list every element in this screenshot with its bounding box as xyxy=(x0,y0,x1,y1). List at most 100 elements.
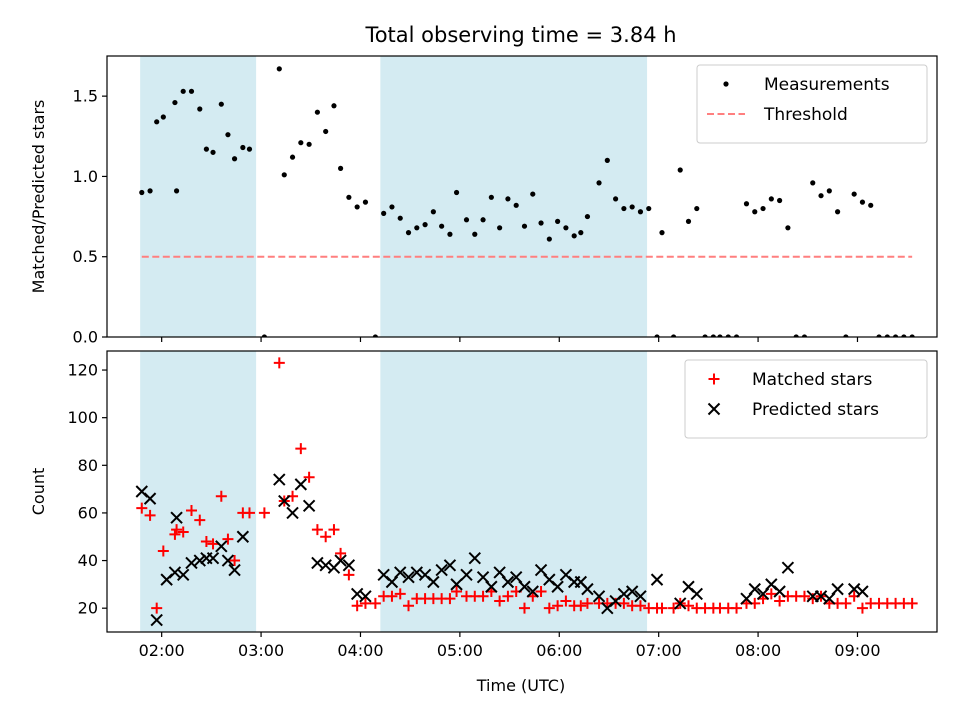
y-tick-label: 60 xyxy=(78,503,98,522)
predicted-star-point xyxy=(228,563,241,577)
measurement-point xyxy=(596,180,602,186)
legend-label: Threshold xyxy=(763,105,848,125)
predicted-star-point xyxy=(501,575,515,589)
predicted-star-point xyxy=(634,590,647,603)
measurement-point xyxy=(818,193,824,199)
predicted-star-point xyxy=(273,473,286,486)
predicted-star-point xyxy=(485,580,498,593)
legend-box xyxy=(684,359,928,439)
matched-star-point xyxy=(200,536,212,548)
matched-star-point xyxy=(502,590,514,602)
measurement-point xyxy=(314,109,320,115)
predicted-star-point xyxy=(206,551,220,565)
matched-star-point xyxy=(906,597,918,609)
matched-star-point xyxy=(618,597,630,609)
measurement-point xyxy=(497,225,503,231)
matched-star-point xyxy=(295,443,307,455)
matched-star-point xyxy=(386,590,398,602)
measurement-point xyxy=(261,334,267,337)
measurement-point xyxy=(306,141,312,147)
measurement-point xyxy=(892,334,899,337)
measurement-point xyxy=(793,334,799,337)
measurement-point xyxy=(298,140,304,146)
measurement-point xyxy=(868,202,874,208)
matched-star-point xyxy=(581,597,593,609)
matched-star-point xyxy=(273,357,285,369)
predicted-star-point xyxy=(221,554,235,567)
measurement-point xyxy=(173,188,180,194)
predicted-star-point xyxy=(236,530,250,543)
measurement-point xyxy=(231,156,238,162)
measurement-point xyxy=(810,180,816,186)
measurement-point xyxy=(876,334,882,337)
predicted-star-point xyxy=(311,556,324,570)
y-tick-label: 0.5 xyxy=(73,247,98,266)
predicted-star-point xyxy=(193,554,206,567)
measurement-point xyxy=(505,196,511,202)
measurement-point xyxy=(439,223,445,229)
measurement-point xyxy=(785,225,791,231)
matched-star-point xyxy=(144,509,156,521)
predicted-star-point xyxy=(150,613,163,627)
predicted-star-point xyxy=(856,585,869,598)
measurement-point xyxy=(447,231,453,237)
data-marks xyxy=(135,357,918,627)
matched-star-point xyxy=(403,600,415,612)
legend-label: Predicted stars xyxy=(752,400,879,420)
predicted-star-point xyxy=(394,566,407,579)
matched-star-point xyxy=(359,597,371,609)
measurement-point xyxy=(859,199,866,205)
predicted-star-point xyxy=(748,582,761,596)
measurement-point xyxy=(733,334,740,337)
x-tick-label: 05:00 xyxy=(437,641,483,660)
matched-star-point xyxy=(311,524,323,536)
predicted-star-point xyxy=(650,573,664,586)
x-tick-label: 06:00 xyxy=(536,641,582,660)
shaded-interval xyxy=(140,56,257,337)
predicted-star-point xyxy=(278,494,291,508)
measurement-point xyxy=(760,205,766,212)
measurement-point xyxy=(670,334,677,337)
measurement-point xyxy=(160,114,166,120)
measurement-point xyxy=(646,205,652,212)
matched-star-point xyxy=(560,595,572,607)
data-marks xyxy=(139,66,915,337)
measurement-point xyxy=(188,88,195,94)
measurement-point xyxy=(677,167,683,173)
y-tick-label: 1.5 xyxy=(73,87,98,106)
measurement-point xyxy=(139,189,145,196)
legend-handle-matched xyxy=(708,373,720,385)
shaded-interval xyxy=(140,351,257,632)
y-axis-label: Count xyxy=(29,468,48,516)
measurement-point xyxy=(521,223,528,229)
measurement-point xyxy=(654,334,660,337)
measurement-point xyxy=(546,236,552,242)
matched-star-point xyxy=(222,533,234,545)
matched-star-point xyxy=(303,471,315,483)
axes-frame xyxy=(106,350,938,633)
legend-handle-measurements xyxy=(723,81,729,87)
predicted-star-point xyxy=(168,566,182,579)
predicted-star-point xyxy=(319,559,332,572)
predicted-star-point xyxy=(177,568,190,582)
measurement-point xyxy=(488,194,494,200)
matched-star-point xyxy=(185,505,197,517)
measurement-point xyxy=(463,217,470,223)
x-tick-label: 09:00 xyxy=(834,641,880,660)
measurement-point xyxy=(629,204,635,210)
predicted-star-point xyxy=(592,590,606,603)
x-tick-label: 04:00 xyxy=(337,641,383,660)
predicted-star-point xyxy=(625,585,639,598)
matched-star-point xyxy=(494,595,506,607)
x-tick-label: 07:00 xyxy=(636,641,682,660)
measurement-point xyxy=(397,215,403,221)
measurement-point xyxy=(694,205,700,212)
legend-label: Matched stars xyxy=(752,370,872,390)
matched-star-point xyxy=(194,514,206,526)
predicted-star-point xyxy=(847,582,861,596)
matched-star-point xyxy=(856,602,868,614)
matched-star-point xyxy=(171,524,183,536)
predicted-star-point xyxy=(334,554,347,567)
measurement-point xyxy=(851,191,857,197)
